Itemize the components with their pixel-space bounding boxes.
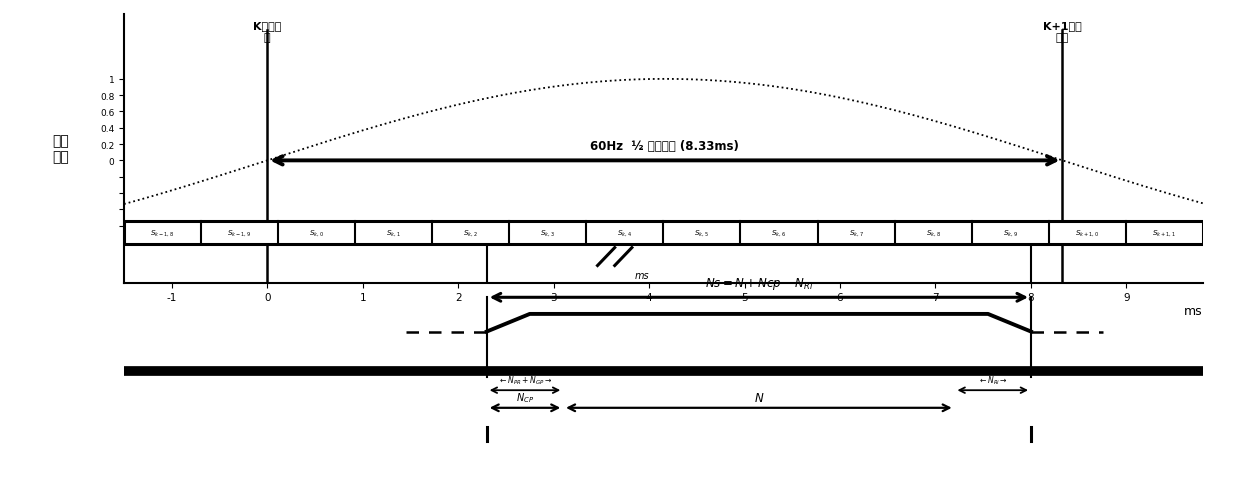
Text: ms: ms xyxy=(635,271,650,281)
Text: $S_{k-1,8}$: $S_{k-1,8}$ xyxy=(150,227,175,238)
Text: $\leftarrow N_{PR}+N_{GP}\rightarrow$: $\leftarrow N_{PR}+N_{GP}\rightarrow$ xyxy=(497,374,552,386)
Text: $N_{CP}$: $N_{CP}$ xyxy=(516,390,534,404)
Text: $S_{k,7}$: $S_{k,7}$ xyxy=(848,227,863,238)
Text: $S_{k,4}$: $S_{k,4}$ xyxy=(618,227,632,238)
Text: $S_{k+1,1}$: $S_{k+1,1}$ xyxy=(1152,227,1177,238)
Text: 60Hz  ½ 工频周期 (8.33ms): 60Hz ½ 工频周期 (8.33ms) xyxy=(590,140,739,153)
Text: K个过零
点: K个过零 点 xyxy=(253,21,281,43)
Text: $S_{k-1,9}$: $S_{k-1,9}$ xyxy=(227,227,252,238)
Text: $S_{k,8}$: $S_{k,8}$ xyxy=(925,227,941,238)
Text: $S_{k,0}$: $S_{k,0}$ xyxy=(309,227,324,238)
Text: $S_{k,5}$: $S_{k,5}$ xyxy=(694,227,709,238)
Text: K+1个过
零点: K+1个过 零点 xyxy=(1043,21,1081,43)
Text: $S_{k+1,0}$: $S_{k+1,0}$ xyxy=(1075,227,1100,238)
Text: $Ns = N+Ncp-N_{Ri}$: $Ns = N+Ncp-N_{Ri}$ xyxy=(704,276,813,292)
Text: $S_{k,3}$: $S_{k,3}$ xyxy=(541,227,556,238)
Text: $S_{k,6}$: $S_{k,6}$ xyxy=(771,227,786,238)
Text: $S_{k,9}$: $S_{k,9}$ xyxy=(1003,227,1018,238)
Y-axis label: 标准
振幅: 标准 振幅 xyxy=(52,134,69,164)
Text: $S_{k,1}$: $S_{k,1}$ xyxy=(387,227,401,238)
Text: $S_{k,2}$: $S_{k,2}$ xyxy=(464,227,479,238)
Bar xyxy=(124,221,1203,244)
Text: $\leftarrow N_{Ri}\rightarrow$: $\leftarrow N_{Ri}\rightarrow$ xyxy=(978,374,1008,386)
X-axis label: ms: ms xyxy=(1184,304,1203,317)
Text: $N$: $N$ xyxy=(754,391,764,404)
